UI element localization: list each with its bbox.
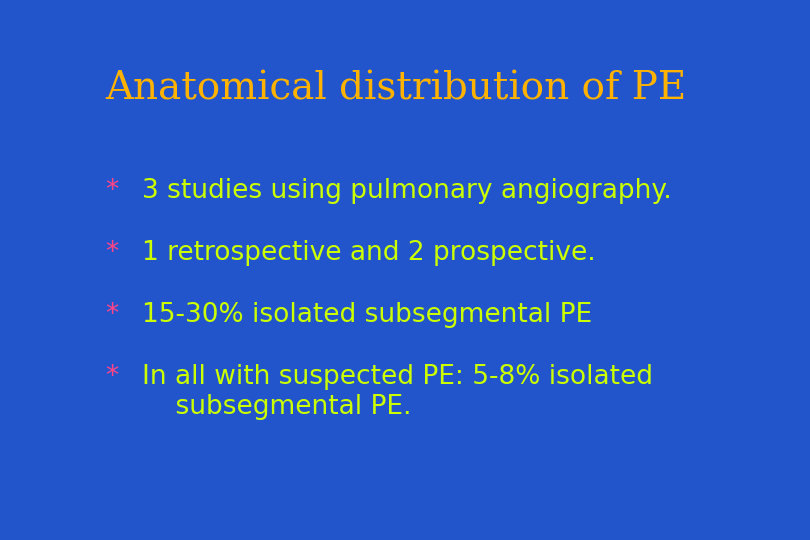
Text: 15-30% isolated subsegmental PE: 15-30% isolated subsegmental PE bbox=[142, 302, 592, 328]
Text: *: * bbox=[105, 178, 118, 204]
Text: In all with suspected PE: 5-8% isolated
    subsegmental PE.: In all with suspected PE: 5-8% isolated … bbox=[142, 364, 653, 421]
Text: *: * bbox=[105, 240, 118, 266]
Text: Anatomical distribution of PE: Anatomical distribution of PE bbox=[105, 70, 687, 107]
Text: *: * bbox=[105, 302, 118, 328]
Text: *: * bbox=[105, 364, 118, 390]
Text: 1 retrospective and 2 prospective.: 1 retrospective and 2 prospective. bbox=[142, 240, 595, 266]
Text: 3 studies using pulmonary angiography.: 3 studies using pulmonary angiography. bbox=[142, 178, 671, 204]
